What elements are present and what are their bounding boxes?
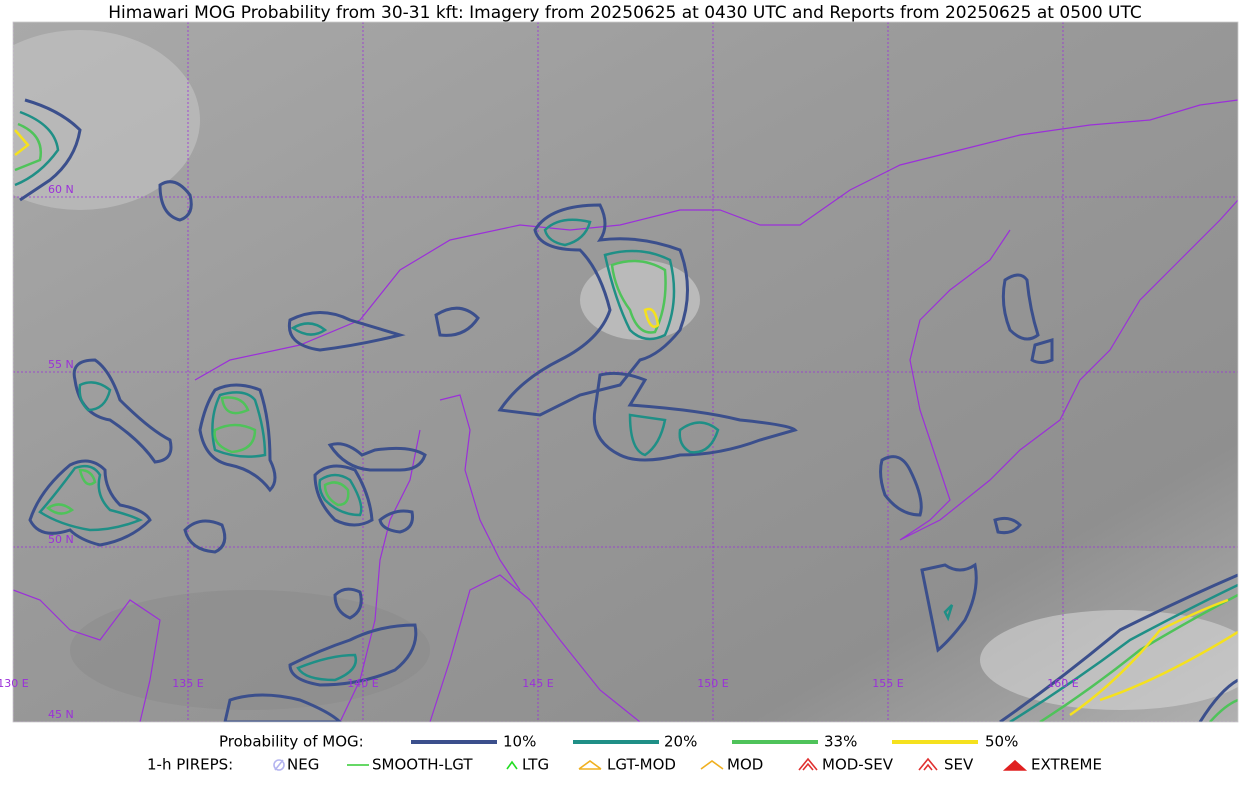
pirep-icon <box>1002 759 1028 771</box>
lon-label: 130 E <box>0 677 29 690</box>
pirep-icon <box>798 757 818 771</box>
legend-label: MOD-SEV <box>822 756 894 774</box>
legend-label: 20% <box>664 733 697 751</box>
lat-label: 45 N <box>48 708 74 721</box>
pirep-icon <box>700 760 724 770</box>
lon-label: 145 E <box>522 677 553 690</box>
map <box>13 22 1238 722</box>
map-frame <box>12 21 1239 723</box>
lon-label: 155 E <box>872 677 903 690</box>
legend-label: 50% <box>985 733 1018 751</box>
legend-label: MOD <box>727 756 763 774</box>
lon-label: 160 E <box>1047 677 1078 690</box>
cloud <box>13 30 200 210</box>
pirep-icon <box>273 759 285 771</box>
lat-label: 60 N <box>48 183 74 196</box>
legend-label: 33% <box>824 733 857 751</box>
lon-label: 135 E <box>172 677 203 690</box>
legend: Probability of MOG: 1-h PIREPS: 10% 20% 33… <box>147 733 1102 774</box>
probability-contours <box>14 98 1238 722</box>
pirep-icon <box>918 757 938 771</box>
legend-label: 10% <box>503 733 536 751</box>
legend-label: LTG <box>522 756 549 774</box>
legend-label: SMOOTH-LGT <box>372 756 473 774</box>
legend-title: Probability of MOG: <box>219 733 364 751</box>
lat-label: 50 N <box>48 533 74 546</box>
cloud <box>980 610 1238 710</box>
legend-title: 1-h PIREPS: <box>147 756 233 774</box>
lat-label: 55 N <box>48 358 74 371</box>
pirep-icon <box>578 760 602 770</box>
lon-label: 150 E <box>697 677 728 690</box>
legend-label: NEG <box>287 756 319 774</box>
legend-label: LGT-MOD <box>607 756 676 774</box>
legend-label: EXTREME <box>1031 756 1102 774</box>
legend-label: SEV <box>944 756 974 774</box>
pirep-icon <box>506 760 518 770</box>
lon-label: 140 E <box>347 677 378 690</box>
title: Himawari MOG Probability from 30-31 kft:… <box>108 3 1142 23</box>
